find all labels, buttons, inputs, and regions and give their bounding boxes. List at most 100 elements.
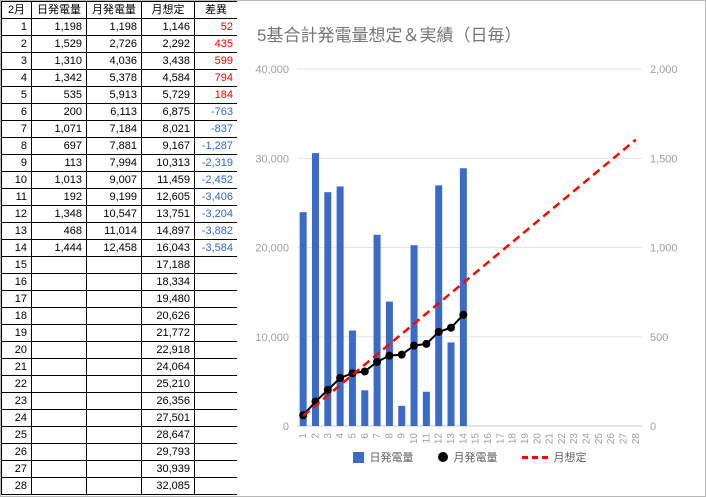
daily-cell[interactable]: 113	[31, 154, 87, 172]
day-cell[interactable]: 7	[1, 120, 32, 138]
day-cell[interactable]: 5	[1, 86, 32, 104]
day-cell[interactable]: 11	[1, 188, 32, 206]
forecast-cell[interactable]: 18,334	[141, 273, 195, 291]
forecast-cell[interactable]: 29,793	[141, 443, 195, 461]
daily-cell[interactable]: 697	[31, 137, 87, 155]
daily-cell[interactable]	[31, 477, 87, 495]
daily-cell[interactable]: 1,529	[31, 35, 87, 53]
diff-cell[interactable]: -3,882	[194, 222, 238, 240]
diff-cell[interactable]: 794	[194, 69, 238, 87]
forecast-cell[interactable]: 11,459	[141, 171, 195, 189]
day-cell[interactable]: 13	[1, 222, 32, 240]
diff-cell[interactable]: -3,406	[194, 188, 238, 206]
day-cell[interactable]: 1	[1, 18, 32, 36]
diff-cell[interactable]	[194, 443, 238, 461]
day-cell[interactable]: 28	[1, 477, 32, 495]
day-cell[interactable]: 17	[1, 290, 32, 308]
day-cell[interactable]: 2	[1, 35, 32, 53]
monthly-cell[interactable]: 1,198	[86, 18, 142, 36]
daily-cell[interactable]: 200	[31, 103, 87, 121]
day-cell[interactable]: 3	[1, 52, 32, 70]
monthly-cell[interactable]	[86, 426, 142, 444]
day-cell[interactable]: 12	[1, 205, 32, 223]
monthly-cell[interactable]	[86, 477, 142, 495]
forecast-cell[interactable]: 9,167	[141, 137, 195, 155]
forecast-cell[interactable]: 3,438	[141, 52, 195, 70]
monthly-cell[interactable]	[86, 273, 142, 291]
daily-cell[interactable]	[31, 460, 87, 478]
daily-cell[interactable]: 1,013	[31, 171, 87, 189]
forecast-cell[interactable]: 5,729	[141, 86, 195, 104]
daily-cell[interactable]	[31, 409, 87, 427]
monthly-cell[interactable]: 12,458	[86, 239, 142, 257]
day-cell[interactable]: 8	[1, 137, 32, 155]
monthly-cell[interactable]: 7,881	[86, 137, 142, 155]
monthly-cell[interactable]	[86, 256, 142, 274]
diff-cell[interactable]: 52	[194, 18, 238, 36]
diff-cell[interactable]	[194, 426, 238, 444]
forecast-cell[interactable]: 8,021	[141, 120, 195, 138]
day-cell[interactable]: 18	[1, 307, 32, 325]
daily-cell[interactable]: 1,071	[31, 120, 87, 138]
diff-cell[interactable]: 599	[194, 52, 238, 70]
daily-cell[interactable]	[31, 358, 87, 376]
monthly-cell[interactable]: 7,994	[86, 154, 142, 172]
day-cell[interactable]: 14	[1, 239, 32, 257]
daily-cell[interactable]: 192	[31, 188, 87, 206]
day-cell[interactable]: 10	[1, 171, 32, 189]
monthly-cell[interactable]	[86, 460, 142, 478]
forecast-cell[interactable]: 19,480	[141, 290, 195, 308]
diff-cell[interactable]	[194, 477, 238, 495]
day-cell[interactable]: 9	[1, 154, 32, 172]
daily-cell[interactable]	[31, 392, 87, 410]
forecast-cell[interactable]: 12,605	[141, 188, 195, 206]
monthly-cell[interactable]	[86, 341, 142, 359]
forecast-cell[interactable]: 16,043	[141, 239, 195, 257]
diff-cell[interactable]	[194, 341, 238, 359]
monthly-cell[interactable]: 4,036	[86, 52, 142, 70]
daily-cell[interactable]	[31, 324, 87, 342]
day-cell[interactable]: 22	[1, 375, 32, 393]
daily-cell[interactable]	[31, 273, 87, 291]
daily-cell[interactable]	[31, 375, 87, 393]
daily-cell[interactable]	[31, 307, 87, 325]
diff-cell[interactable]	[194, 358, 238, 376]
forecast-cell[interactable]: 6,875	[141, 103, 195, 121]
monthly-cell[interactable]	[86, 324, 142, 342]
monthly-cell[interactable]	[86, 409, 142, 427]
col-header-monthly[interactable]: 月発電量	[86, 1, 142, 19]
day-cell[interactable]: 23	[1, 392, 32, 410]
daily-cell[interactable]	[31, 426, 87, 444]
monthly-cell[interactable]: 11,014	[86, 222, 142, 240]
forecast-cell[interactable]: 1,146	[141, 18, 195, 36]
day-cell[interactable]: 26	[1, 443, 32, 461]
daily-cell[interactable]	[31, 341, 87, 359]
monthly-cell[interactable]	[86, 358, 142, 376]
monthly-cell[interactable]	[86, 375, 142, 393]
diff-cell[interactable]	[194, 460, 238, 478]
diff-cell[interactable]	[194, 324, 238, 342]
day-cell[interactable]: 25	[1, 426, 32, 444]
forecast-cell[interactable]: 32,085	[141, 477, 195, 495]
diff-cell[interactable]	[194, 273, 238, 291]
monthly-cell[interactable]	[86, 392, 142, 410]
diff-cell[interactable]	[194, 290, 238, 308]
forecast-cell[interactable]: 13,751	[141, 205, 195, 223]
forecast-cell[interactable]: 24,064	[141, 358, 195, 376]
diff-cell[interactable]: -837	[194, 120, 238, 138]
chart-panel[interactable]: 0 10,000 20,000 30,000 40,000 0 500 1,000 1,500 2…	[237, 1, 705, 496]
forecast-cell[interactable]: 2,292	[141, 35, 195, 53]
forecast-cell[interactable]: 4,584	[141, 69, 195, 87]
monthly-cell[interactable]: 10,547	[86, 205, 142, 223]
diff-cell[interactable]: 435	[194, 35, 238, 53]
diff-cell[interactable]	[194, 375, 238, 393]
diff-cell[interactable]	[194, 392, 238, 410]
daily-cell[interactable]: 535	[31, 86, 87, 104]
diff-cell[interactable]	[194, 409, 238, 427]
forecast-cell[interactable]: 28,647	[141, 426, 195, 444]
monthly-cell[interactable]	[86, 307, 142, 325]
diff-cell[interactable]: -1,287	[194, 137, 238, 155]
day-cell[interactable]: 16	[1, 273, 32, 291]
forecast-cell[interactable]: 26,356	[141, 392, 195, 410]
daily-cell[interactable]	[31, 256, 87, 274]
